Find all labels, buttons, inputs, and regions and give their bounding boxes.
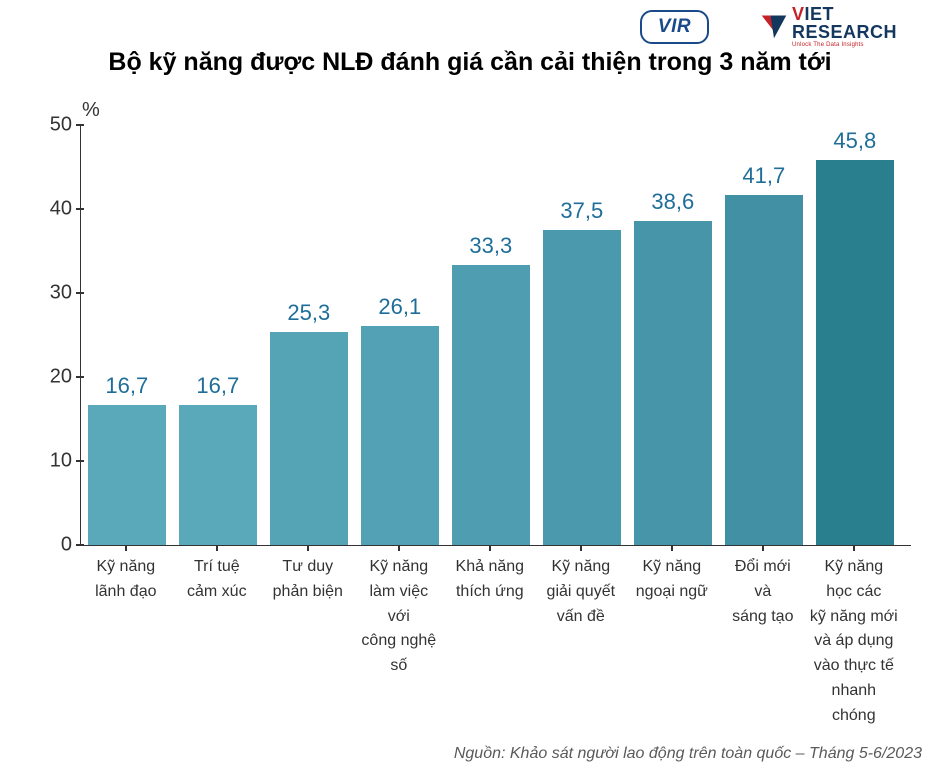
- x-tick: [853, 545, 855, 551]
- viet-logo-text: VIET RESEARCH: [792, 5, 925, 41]
- x-axis-label: Kỹ nănghọc cáckỹ năng mớivà áp dụngvào t…: [809, 555, 898, 729]
- bar: 45,8: [816, 160, 894, 545]
- bar-value-label: 33,3: [452, 233, 530, 259]
- bar-value-label: 37,5: [543, 198, 621, 224]
- x-tick: [489, 545, 491, 551]
- y-axis-label: 50: [36, 114, 72, 137]
- bar: 26,1: [361, 326, 439, 545]
- bar-value-label: 38,6: [634, 189, 712, 215]
- x-axis-label: Kỹ nănglãnh đạo: [81, 555, 170, 605]
- x-axis-label: Đổi mớivàsáng tạo: [718, 555, 807, 629]
- viet-research-logo: VIET RESEARCH Unlock The Data Insights: [760, 8, 925, 44]
- bar: 33,3: [452, 265, 530, 545]
- y-axis-label: 40: [36, 198, 72, 221]
- vir-logo: VIR: [640, 10, 709, 44]
- viet-logo-mark: [760, 12, 788, 40]
- source-note: Nguồn: Khảo sát người lao động trên toàn…: [454, 745, 922, 763]
- x-axis-label: Kỹ nănglàm việcvớicông nghệ số: [354, 555, 443, 679]
- bar: 25,3: [270, 332, 348, 545]
- y-tick: [76, 124, 84, 126]
- x-tick: [762, 545, 764, 551]
- bar-value-label: 45,8: [816, 128, 894, 154]
- x-tick: [307, 545, 309, 551]
- bar-value-label: 41,7: [725, 163, 803, 189]
- x-axis-label: Tư duyphản biện: [263, 555, 352, 605]
- x-tick: [398, 545, 400, 551]
- x-axis-label: Kỹ năngngoại ngữ: [627, 555, 716, 605]
- bar-value-label: 26,1: [361, 294, 439, 320]
- bar-value-label: 16,7: [88, 373, 166, 399]
- x-tick: [580, 545, 582, 551]
- y-unit-symbol: %: [82, 99, 100, 122]
- x-tick: [216, 545, 218, 551]
- bar: 37,5: [543, 230, 621, 545]
- vir-logo-text: VIR: [658, 16, 691, 38]
- bar: 16,7: [88, 405, 166, 545]
- bar: 16,7: [179, 405, 257, 545]
- y-axis-label: 20: [36, 366, 72, 389]
- y-tick: [76, 292, 84, 294]
- bar-value-label: 16,7: [179, 373, 257, 399]
- x-axis-label: Khả năngthích ứng: [445, 555, 534, 605]
- y-axis-label: 0: [36, 534, 72, 557]
- x-tick: [671, 545, 673, 551]
- bar-value-label: 25,3: [270, 300, 348, 326]
- y-tick: [76, 376, 84, 378]
- x-axis-label: Kỹ nănggiải quyếtvấn đề: [536, 555, 625, 629]
- y-tick: [76, 208, 84, 210]
- bar: 41,7: [725, 195, 803, 545]
- viet-logo-subtext: Unlock The Data Insights: [792, 42, 925, 48]
- chart-title: Bộ kỹ năng được NLĐ đánh giá cần cải thi…: [0, 48, 940, 77]
- y-tick: [76, 460, 84, 462]
- y-axis-label: 10: [36, 450, 72, 473]
- x-tick: [125, 545, 127, 551]
- x-axis-label: Trí tuệcảm xúc: [172, 555, 261, 605]
- y-tick: [76, 544, 84, 546]
- skills-bar-chart: % 16,716,725,326,133,337,538,641,745,8 0…: [38, 95, 918, 715]
- bar: 38,6: [634, 221, 712, 545]
- plot-area: 16,716,725,326,133,337,538,641,745,8: [80, 125, 911, 546]
- y-axis-label: 30: [36, 282, 72, 305]
